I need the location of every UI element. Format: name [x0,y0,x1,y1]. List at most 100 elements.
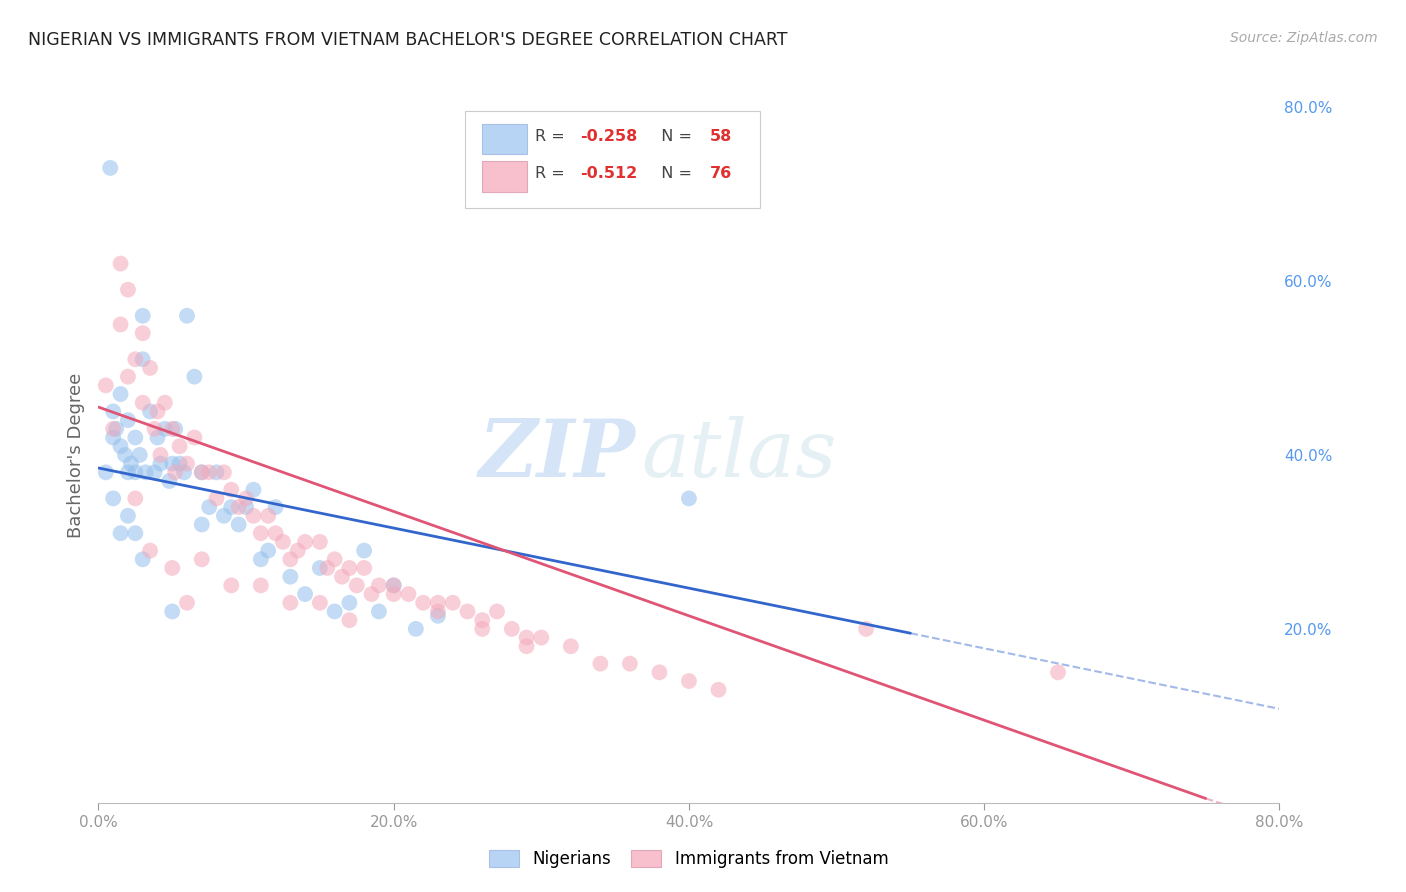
Point [124,352,146,367]
Point [278,596,302,610]
Point [103,422,125,436]
Point [169,457,191,471]
Point [98,161,121,175]
Point [339,596,360,610]
Text: 76: 76 [710,166,733,181]
Point [183,369,205,384]
Point [132,552,155,566]
Point [94,466,117,480]
Point [501,622,523,636]
Point [228,517,250,532]
Text: -0.512: -0.512 [581,166,637,181]
Point [235,491,257,506]
Point [198,500,221,514]
Point [339,613,360,627]
Point [205,491,228,506]
Text: atlas: atlas [641,417,837,493]
Point [405,622,427,636]
Text: N =: N = [651,128,697,144]
Point [648,665,671,680]
Point [135,466,157,480]
Text: 58: 58 [710,128,733,144]
Point [235,500,257,514]
Point [191,552,214,566]
Point [278,570,302,584]
Point [183,431,205,445]
Point [294,534,316,549]
Point [294,587,316,601]
Point [143,466,166,480]
Point [219,578,242,592]
Point [162,605,183,619]
Point [139,360,162,375]
Point [427,608,450,623]
Point [456,605,478,619]
Point [257,508,280,523]
Y-axis label: Bachelor's Degree: Bachelor's Degree [66,372,84,538]
Point [120,457,142,471]
Point [132,396,155,410]
Point [110,387,132,401]
Point [103,491,125,506]
Point [110,526,132,541]
Point [117,413,139,427]
Point [316,561,339,575]
Point [146,404,169,418]
Text: Source: ZipAtlas.com: Source: ZipAtlas.com [1230,31,1378,45]
Point [117,466,139,480]
Point [149,448,172,462]
Point [264,500,287,514]
Point [309,596,332,610]
Point [110,318,132,332]
Point [149,457,172,471]
Point [94,378,117,392]
Point [124,466,146,480]
Point [323,552,346,566]
Bar [482,161,527,192]
Point [110,439,132,453]
Point [678,674,700,689]
Point [678,491,700,506]
Point [250,552,273,566]
Point [242,483,264,497]
Point [124,431,146,445]
Point [309,534,332,549]
Point [103,431,125,445]
Point [346,578,368,592]
Point [110,256,132,270]
Point [103,404,125,418]
Point [157,474,180,488]
Point [162,457,183,471]
Point [105,422,128,436]
Bar [482,124,527,154]
Point [589,657,612,671]
Text: NIGERIAN VS IMMIGRANTS FROM VIETNAM BACHELOR'S DEGREE CORRELATION CHART: NIGERIAN VS IMMIGRANTS FROM VIETNAM BACH… [28,31,787,49]
Point [330,570,353,584]
Point [441,596,464,610]
Text: -0.258: -0.258 [581,128,637,144]
Point [165,422,187,436]
Point [271,534,294,549]
Point [139,543,162,558]
Point [153,396,176,410]
Point [339,561,360,575]
Point [162,422,183,436]
Point [153,422,176,436]
FancyBboxPatch shape [464,111,759,208]
Point [139,404,162,418]
Point [250,578,273,592]
Point [114,448,136,462]
Point [368,578,391,592]
Point [198,466,221,480]
Point [219,500,242,514]
Point [382,587,405,601]
Point [515,639,537,653]
Point [242,508,264,523]
Point [191,466,214,480]
Point [619,657,641,671]
Legend: Nigerians, Immigrants from Vietnam: Nigerians, Immigrants from Vietnam [482,843,896,874]
Point [427,596,450,610]
Text: R =: R = [536,166,571,181]
Point [530,631,553,645]
Point [117,369,139,384]
